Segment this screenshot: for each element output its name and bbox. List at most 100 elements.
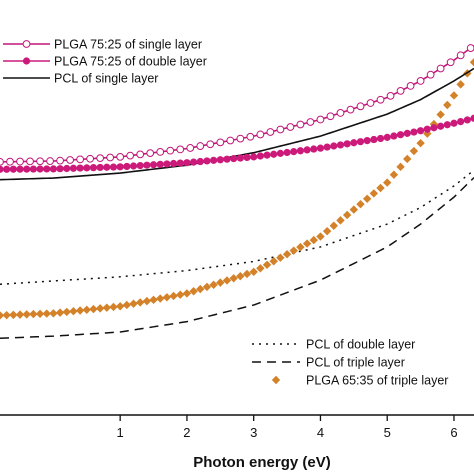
data-point	[430, 124, 438, 132]
data-point	[296, 242, 305, 252]
data-point	[437, 122, 445, 130]
data-point	[446, 58, 455, 67]
data-point	[303, 146, 311, 154]
legend-bottom-right: PCL of double layer PCL of triple layer PL…	[252, 338, 448, 388]
data-point	[236, 134, 245, 143]
data-point	[182, 289, 192, 298]
data-point	[203, 157, 211, 165]
data-point	[416, 138, 425, 148]
data-point	[142, 296, 152, 306]
data-point	[83, 164, 91, 172]
data-point	[156, 294, 165, 303]
data-point	[209, 280, 218, 289]
data-point	[22, 310, 31, 319]
data-point	[283, 148, 291, 157]
data-point	[146, 149, 155, 158]
data-point	[9, 165, 17, 173]
legend-entry-pcl-single: PCL of single layer	[3, 72, 158, 86]
legend-entry-pcl-triple: PCL of triple layer	[252, 356, 405, 370]
data-point	[276, 149, 284, 157]
data-point	[466, 44, 474, 52]
legend-entry-plga7525-single: PLGA 75:25 of single layer	[3, 38, 202, 52]
data-point	[229, 274, 238, 283]
data-point	[222, 276, 232, 285]
data-point	[457, 117, 465, 126]
legend-entry-plga7525-double: PLGA 75:25 of double layer	[3, 55, 207, 69]
data-point	[96, 154, 105, 163]
data-point	[143, 161, 151, 169]
data-point	[29, 165, 37, 173]
data-point	[269, 257, 278, 266]
data-point	[9, 310, 18, 320]
data-point	[243, 153, 251, 162]
data-point	[186, 144, 195, 152]
legend-swatch-marker	[271, 375, 281, 385]
data-point	[236, 271, 245, 281]
x-tick-label: 6	[450, 425, 457, 440]
data-point	[29, 309, 38, 319]
data-point	[236, 154, 244, 162]
data-point	[163, 160, 171, 168]
data-point	[290, 148, 298, 156]
data-point	[89, 164, 98, 172]
data-point	[196, 142, 205, 150]
data-point	[403, 154, 412, 164]
data-point	[406, 82, 415, 90]
data-point	[443, 100, 452, 110]
data-point	[36, 157, 44, 166]
data-point	[386, 91, 395, 100]
data-point	[96, 163, 104, 172]
data-point	[450, 119, 458, 127]
series-plga7525-double	[0, 114, 474, 173]
data-point	[369, 189, 379, 198]
data-point	[149, 295, 158, 305]
data-point	[282, 249, 292, 259]
legend-label: PLGA 75:25 of single layer	[54, 38, 202, 52]
data-point	[436, 64, 445, 73]
data-point	[0, 311, 5, 320]
data-point	[403, 129, 411, 137]
data-point	[109, 302, 118, 312]
data-point	[416, 77, 425, 85]
x-tick-label: 4	[317, 425, 324, 440]
data-point	[116, 163, 124, 171]
data-point	[136, 150, 145, 159]
data-point	[286, 123, 295, 131]
data-point	[126, 151, 135, 160]
series-line-pcl-single	[0, 67, 474, 181]
data-point	[396, 131, 405, 139]
data-point	[189, 287, 198, 296]
data-point	[95, 304, 105, 313]
data-point	[16, 157, 24, 166]
data-point	[115, 302, 125, 311]
data-point	[36, 165, 44, 173]
data-point	[49, 165, 58, 173]
data-point	[326, 112, 335, 121]
data-point	[129, 299, 138, 308]
data-point	[322, 226, 332, 236]
data-point	[69, 307, 78, 316]
data-point	[316, 115, 325, 124]
data-point	[62, 307, 71, 317]
legend-swatch-marker	[22, 57, 31, 65]
series-pcl-single	[0, 67, 474, 181]
data-point	[210, 156, 218, 164]
data-point	[389, 170, 399, 179]
data-point	[416, 127, 425, 135]
legend-entry-pcl-double: PCL of double layer	[252, 338, 415, 352]
data-point	[376, 134, 385, 143]
data-point	[383, 133, 391, 141]
data-point	[246, 132, 255, 141]
data-point	[470, 114, 474, 122]
data-point	[256, 264, 265, 273]
data-point	[176, 159, 184, 167]
data-point	[49, 309, 58, 318]
data-point	[262, 260, 272, 269]
legend-label: PLGA 75:25 of double layer	[54, 55, 207, 69]
data-point	[129, 162, 138, 170]
data-point	[376, 183, 385, 193]
data-point	[3, 165, 11, 173]
data-point	[156, 147, 165, 156]
data-point	[356, 138, 365, 146]
